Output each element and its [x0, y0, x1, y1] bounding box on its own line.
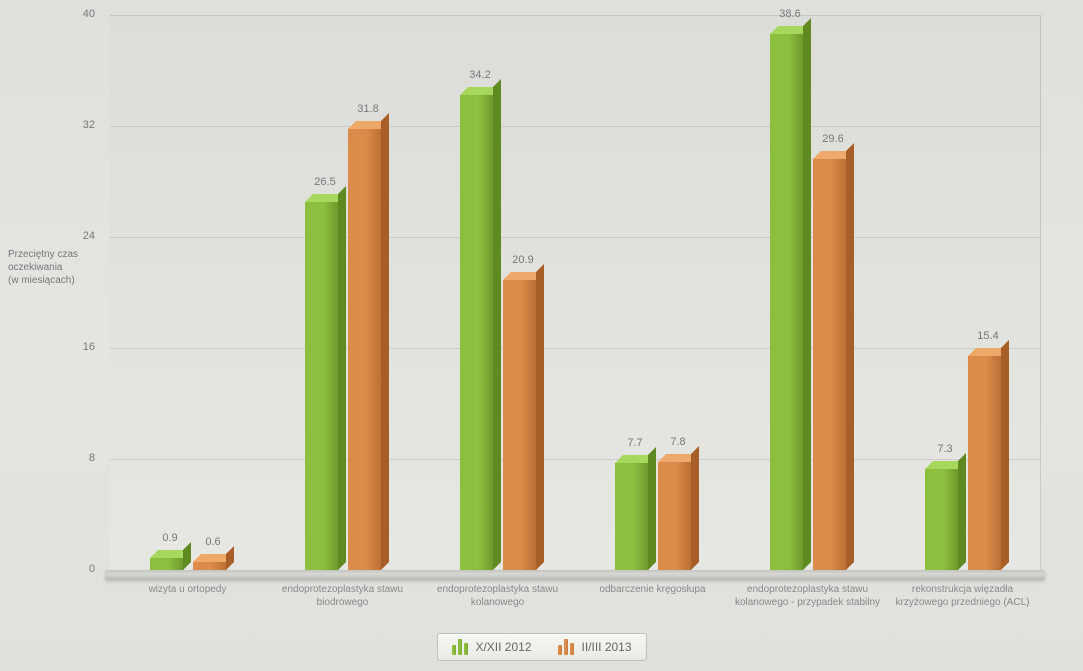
bar-series-0	[460, 95, 493, 570]
bar-value-label: 34.2	[469, 69, 490, 81]
bar-value-label: 7.7	[627, 437, 642, 449]
chart-container: Przeciętny czasoczekiwania(w miesiącach)…	[0, 0, 1083, 671]
bar-value-label: 7.3	[937, 443, 952, 455]
x-category-label: odbarczenie kręgosłupa	[579, 584, 726, 597]
bars-layer: 0.90.626.531.834.220.97.77.838.629.67.31…	[110, 15, 1040, 570]
bar-value-label: 0.9	[162, 532, 177, 544]
y-tick-label: 40	[0, 8, 95, 20]
legend-label: X/XII 2012	[475, 640, 531, 654]
bar-series-1	[348, 129, 381, 570]
bar-value-label: 7.8	[670, 436, 685, 448]
bar-series-0	[305, 202, 338, 570]
legend: X/XII 2012 II/III 2013	[436, 633, 646, 661]
y-tick-label: 0	[0, 563, 95, 575]
bar-value-label: 31.8	[357, 103, 378, 115]
x-category-label: wizyta u ortopedy	[114, 584, 261, 597]
x-category-label: endoprotezoplastyka stawu kolanowego	[424, 584, 571, 609]
x-category-label: endoprotezoplastyka stawu kolanowego - p…	[734, 584, 881, 609]
bar-series-0	[615, 463, 648, 570]
bar-series-1	[658, 462, 691, 570]
y-axis-title: Przeciętny czasoczekiwania(w miesiącach)	[8, 248, 103, 287]
bar-series-1	[813, 159, 846, 570]
bar-value-label: 26.5	[314, 176, 335, 188]
bar-value-label: 15.4	[977, 330, 998, 342]
legend-label: II/III 2013	[582, 640, 632, 654]
bar-value-label: 38.6	[779, 8, 800, 20]
bar-series-1	[193, 562, 226, 570]
y-tick-label: 32	[0, 119, 95, 131]
bar-value-label: 29.6	[822, 133, 843, 145]
x-category-label: endoprotezoplastyka stawu biodrowego	[269, 584, 416, 609]
y-tick-label: 16	[0, 341, 95, 353]
legend-item-series-0: X/XII 2012	[451, 639, 531, 655]
legend-item-series-1: II/III 2013	[558, 639, 632, 655]
y-tick-label: 24	[0, 230, 95, 242]
legend-swatch-icon	[558, 639, 574, 655]
bar-series-0	[770, 34, 803, 570]
bar-series-1	[968, 356, 1001, 570]
bar-series-1	[503, 280, 536, 570]
bar-series-0	[925, 469, 958, 570]
bar-value-label: 0.6	[205, 536, 220, 548]
chart-baseline	[105, 570, 1045, 580]
x-category-label: rekonstrukcja więzadła krzyżowego przedn…	[889, 584, 1036, 609]
bar-series-0	[150, 558, 183, 570]
bar-value-label: 20.9	[512, 254, 533, 266]
y-tick-label: 8	[0, 452, 95, 464]
legend-swatch-icon	[451, 639, 467, 655]
